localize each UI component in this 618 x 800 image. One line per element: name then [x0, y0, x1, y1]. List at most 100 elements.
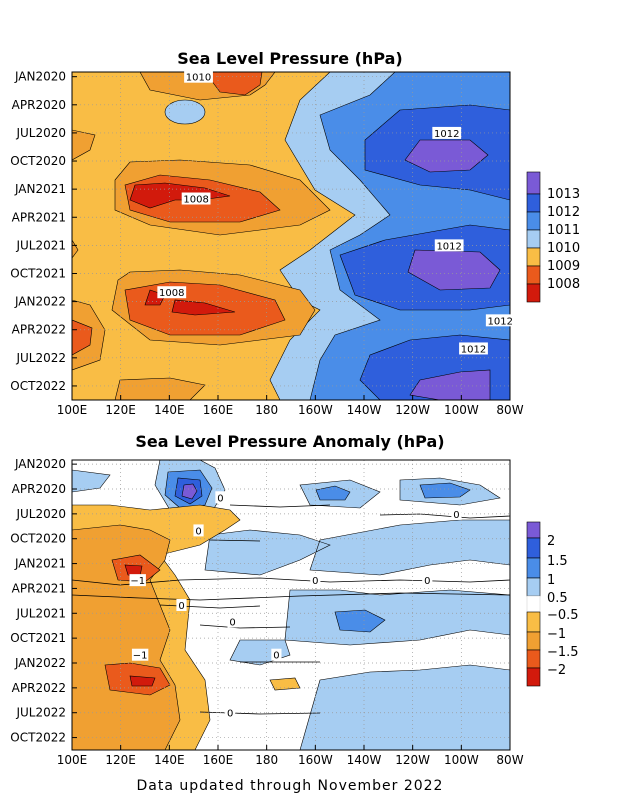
anomaly-panel: Sea Level Pressure Anomaly (hPa) 100E: [10, 432, 578, 767]
x-tick-label: 180: [255, 753, 278, 767]
contour-label: 0: [424, 576, 430, 587]
anomaly-colorbar-label: 0.5: [547, 591, 568, 606]
y-tick-label: APR2022: [12, 681, 66, 695]
y-tick-label: JAN2022: [14, 295, 66, 309]
anomaly-zero-contour: [229, 504, 331, 508]
contour-label: 0: [217, 493, 223, 504]
slp-panel: Sea Level Pressure (hPa) 100E 120E 140E 160…: [10, 49, 580, 417]
anomaly-x-axis: 100E 120E 140E 160E 180 160W 140W 120W 100W 80W: [57, 745, 524, 767]
y-tick-label: JAN2021: [14, 557, 66, 571]
contour-label: 0: [227, 709, 233, 720]
contour-label-bg: [422, 574, 433, 587]
y-tick-label: OCT2021: [10, 266, 66, 280]
anomaly-y-axis: JAN2020 APR2020 JUL2020 OCT2020 JAN2021 APR20…: [10, 457, 77, 745]
y-tick-label: JUL2020: [15, 507, 66, 521]
y-tick-label: JAN2020: [14, 457, 66, 471]
anomaly-colorbar-swatch-neg05: [526, 611, 541, 633]
contour-label-bg: [459, 342, 488, 355]
contour-label-bg: [157, 286, 187, 299]
slp-colorbar-swatch-1013-high: [526, 171, 541, 195]
x-tick-label: 160W: [298, 403, 333, 417]
slp-colorbar-label: 1009: [547, 259, 580, 274]
y-tick-label: JAN2020: [14, 70, 66, 84]
y-tick-label: APR2021: [12, 210, 66, 224]
contour-label: 0: [229, 618, 235, 629]
x-tick-label: 120E: [105, 753, 136, 767]
contour-label: 1012: [461, 344, 486, 355]
slp-region-1008-9: [72, 72, 286, 356]
x-tick-label: 160W: [298, 753, 333, 767]
contour-label: 1012: [488, 316, 513, 327]
contour-label-bg: [181, 192, 211, 205]
slp-region-1013-high: [404, 139, 501, 400]
x-tick-label: 160E: [203, 403, 234, 417]
anomaly-colorbar: 2 1.5 1 0.5 −0.5 −1 −1.5 −2: [526, 521, 579, 687]
slp-title: Sea Level Pressure (hPa): [177, 49, 402, 68]
contour-label: 0: [195, 526, 201, 537]
y-tick-label: JAN2021: [14, 182, 66, 196]
y-tick-label: APR2020: [12, 482, 66, 496]
contour-label: 0: [273, 651, 279, 662]
contour-label: −1: [133, 651, 148, 662]
anomaly-field: [72, 460, 510, 750]
contour-label: −1: [130, 576, 145, 587]
anomaly-colorbar-label: −1: [547, 627, 566, 642]
contour-label-bg: [271, 648, 282, 661]
contour-label-bg: [227, 615, 238, 628]
y-tick-label: APR2020: [12, 98, 66, 112]
anomaly-colorbar-swatch-zero: [526, 595, 541, 613]
contour-label-bg: [485, 314, 515, 327]
contour-label: 1008: [183, 195, 208, 206]
anomaly-colorbar-swatch-pos1: [526, 557, 541, 579]
y-tick-label: OCT2020: [10, 532, 66, 546]
slp-colorbar-swatch-1011: [526, 229, 541, 249]
y-tick-label: JUL2021: [15, 606, 66, 620]
contour-label: 1008: [159, 288, 184, 299]
anomaly-colorbar-swatch-neg2: [526, 667, 541, 687]
anomaly-colorbar-label: −0.5: [547, 608, 579, 623]
slp-colorbar-swatch-1013: [526, 193, 541, 213]
slp-colorbar: 1013 1012 1011 1010 1009 1008: [526, 171, 580, 303]
contour-label: 1012: [434, 129, 459, 140]
anomaly-colorbar-swatch-neg15: [526, 649, 541, 669]
slp-frame: [71, 71, 511, 401]
x-tick-label: 120E: [105, 403, 136, 417]
anomaly-title: Sea Level Pressure Anomaly (hPa): [135, 432, 444, 451]
contour-label-bg: [225, 706, 236, 719]
contour-label: 0: [312, 576, 318, 587]
anomaly-colorbar-swatch-pos2: [526, 521, 541, 539]
contour-label: 0: [178, 601, 184, 612]
y-tick-label: JAN2022: [14, 656, 66, 670]
slp-colorbar-swatch-1012: [526, 211, 541, 231]
slp-colorbar-swatch-1008: [526, 283, 541, 303]
y-tick-label: APR2022: [12, 323, 66, 337]
x-tick-label: 140W: [347, 403, 382, 417]
x-tick-label: 140E: [154, 403, 185, 417]
slp-colorbar-label: 1008: [547, 277, 580, 292]
slp-grid: [72, 72, 510, 400]
anomaly-frame: [71, 459, 511, 751]
contour-label-bg: [451, 507, 462, 520]
anomaly-zero-contour: [199, 624, 291, 629]
contour-label-bg: [432, 126, 462, 139]
x-tick-label: 120W: [395, 753, 430, 767]
y-tick-label: OCT2021: [10, 631, 66, 645]
anomaly-grid: [72, 460, 510, 750]
footer-note: Data updated through November 2022: [137, 778, 444, 794]
slp-colorbar-label: 1011: [547, 223, 580, 238]
x-tick-label: 100E: [57, 403, 88, 417]
x-tick-label: 100W: [444, 403, 479, 417]
anomaly-region-pos2: [181, 483, 198, 500]
x-tick-label: 160E: [203, 753, 234, 767]
contour-label-bg: [131, 648, 149, 661]
x-tick-label: 180: [255, 403, 278, 417]
contour-label: 1010: [186, 73, 211, 84]
x-tick-label: 100W: [444, 753, 479, 767]
anomaly-colorbar-label: 1.5: [547, 554, 568, 569]
anomaly-colorbar-swatch-neg1: [526, 631, 541, 651]
slp-contour-labels: 1010 1012 1008 1012 1008 1012 1012: [157, 70, 515, 355]
contour-label: 1012: [436, 241, 461, 252]
y-tick-label: JUL2020: [15, 126, 66, 140]
slp-y-axis: JAN2020 APR2020 JUL2020 OCT2020 JAN2021 APR20…: [10, 70, 77, 393]
contour-label-bg: [176, 599, 187, 611]
